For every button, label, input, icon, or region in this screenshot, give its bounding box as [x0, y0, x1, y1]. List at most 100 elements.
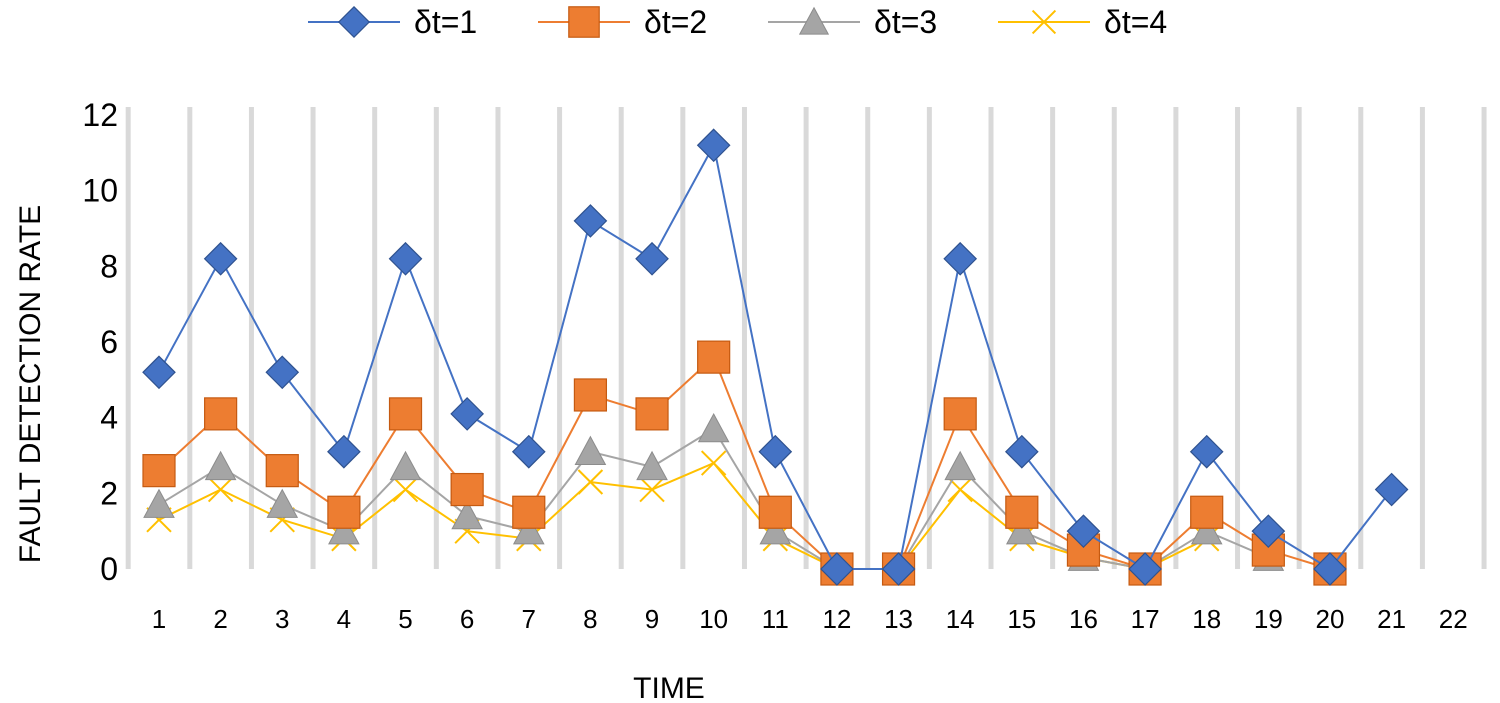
x-tick-label: 9 — [645, 604, 659, 634]
data-point — [573, 378, 608, 412]
x-tick-label: 2 — [213, 604, 227, 634]
data-point — [265, 454, 299, 488]
x-tick-label: 15 — [1007, 604, 1036, 634]
data-point — [758, 434, 793, 469]
x-tick-label: 6 — [460, 604, 474, 634]
data-point — [696, 128, 731, 163]
data-point — [451, 499, 483, 530]
data-point — [944, 450, 977, 481]
data-point — [389, 450, 422, 481]
data-point — [1190, 515, 1223, 545]
x-tick-label: 14 — [946, 604, 975, 634]
x-tick-label: 5 — [398, 604, 412, 634]
data-point — [1066, 514, 1101, 549]
legend-label: δt=2 — [644, 4, 707, 40]
data-point — [1128, 552, 1162, 586]
x-tick-label: 4 — [337, 604, 351, 634]
legend-label: δt=1 — [414, 4, 477, 40]
data-point — [1189, 434, 1224, 469]
data-point — [573, 204, 608, 238]
data-point — [204, 450, 237, 481]
data-point — [203, 241, 238, 276]
data-point — [1005, 515, 1038, 545]
data-point — [1251, 533, 1285, 567]
data-point — [207, 476, 234, 503]
data-point — [142, 355, 176, 390]
data-point — [392, 476, 419, 503]
legend-label: δt=3 — [874, 4, 937, 40]
x-tick-label: 22 — [1439, 604, 1468, 634]
data-point — [635, 241, 669, 276]
data-point — [512, 515, 545, 545]
legend-marker — [337, 5, 371, 39]
data-point — [943, 397, 977, 431]
data-point — [1374, 472, 1409, 507]
x-tick-label: 13 — [884, 604, 913, 634]
y-tick-label: 8 — [100, 248, 118, 284]
data-point — [388, 241, 423, 276]
data-point — [142, 454, 176, 488]
data-point — [450, 472, 484, 507]
x-tick-label: 21 — [1377, 604, 1406, 634]
x-axis-ticks: 1 2 3 4 5 6 7 8 9 10 11 12 13 14 15 16 17 18 19 20 21 22 — [152, 604, 1468, 634]
data-point — [512, 495, 546, 529]
x-tick-label: 10 — [699, 604, 728, 634]
data-point — [1004, 434, 1039, 469]
x-tick-label: 16 — [1069, 604, 1098, 634]
x-tick-label: 7 — [522, 604, 536, 634]
legend-item: δt=1 — [308, 4, 477, 40]
y-tick-label: 6 — [100, 324, 118, 360]
legend-item: δt=3 — [768, 4, 937, 40]
data-point — [388, 397, 423, 431]
x-tick-label: 1 — [152, 604, 166, 634]
data-point — [943, 241, 978, 276]
data-point — [143, 488, 175, 518]
x-tick-label: 3 — [275, 604, 289, 634]
data-point — [1313, 552, 1347, 586]
data-point — [511, 434, 546, 469]
y-tick-label: 10 — [82, 173, 118, 209]
x-tick-label: 8 — [583, 604, 597, 634]
data-point — [266, 488, 299, 518]
data-point — [697, 340, 731, 374]
data-point — [758, 495, 792, 529]
y-axis-title: FAULT DETECTION RATE — [14, 205, 47, 563]
y-tick-label: 0 — [100, 551, 118, 587]
data-point — [881, 552, 916, 586]
data-point — [327, 434, 361, 469]
data-point — [697, 412, 730, 443]
x-tick-label: 11 — [762, 604, 789, 634]
data-point — [820, 552, 854, 586]
data-point — [328, 515, 360, 545]
legend-marker — [798, 6, 830, 35]
data-point — [639, 476, 665, 503]
legend-item: δt=2 — [538, 4, 707, 40]
data-point — [1005, 495, 1039, 529]
data-point — [1251, 514, 1286, 549]
x-tick-label: 19 — [1254, 604, 1283, 634]
x-tick-label: 18 — [1192, 604, 1221, 634]
y-tick-label: 12 — [82, 97, 118, 133]
data-point — [327, 495, 361, 529]
legend-marker — [1031, 9, 1057, 35]
y-tick-label: 4 — [100, 400, 118, 436]
data-point — [204, 397, 238, 431]
series-layer — [142, 128, 1409, 586]
legend-item: δt=4 — [998, 4, 1167, 40]
y-tick-label: 2 — [100, 475, 118, 511]
legend: δt=1 δt=2 δt=3 δt=4 — [308, 4, 1167, 40]
data-point — [1190, 495, 1224, 529]
series-1 — [142, 128, 1409, 586]
data-point — [265, 355, 300, 390]
data-point — [635, 397, 669, 431]
x-tick-label: 17 — [1131, 604, 1160, 634]
data-point — [574, 435, 607, 465]
legend-label: δt=4 — [1104, 4, 1167, 40]
x-tick-label: 12 — [822, 604, 851, 634]
data-point — [759, 515, 792, 545]
data-point — [636, 450, 668, 481]
x-axis-title: TIME — [633, 672, 705, 703]
data-point — [450, 397, 484, 431]
